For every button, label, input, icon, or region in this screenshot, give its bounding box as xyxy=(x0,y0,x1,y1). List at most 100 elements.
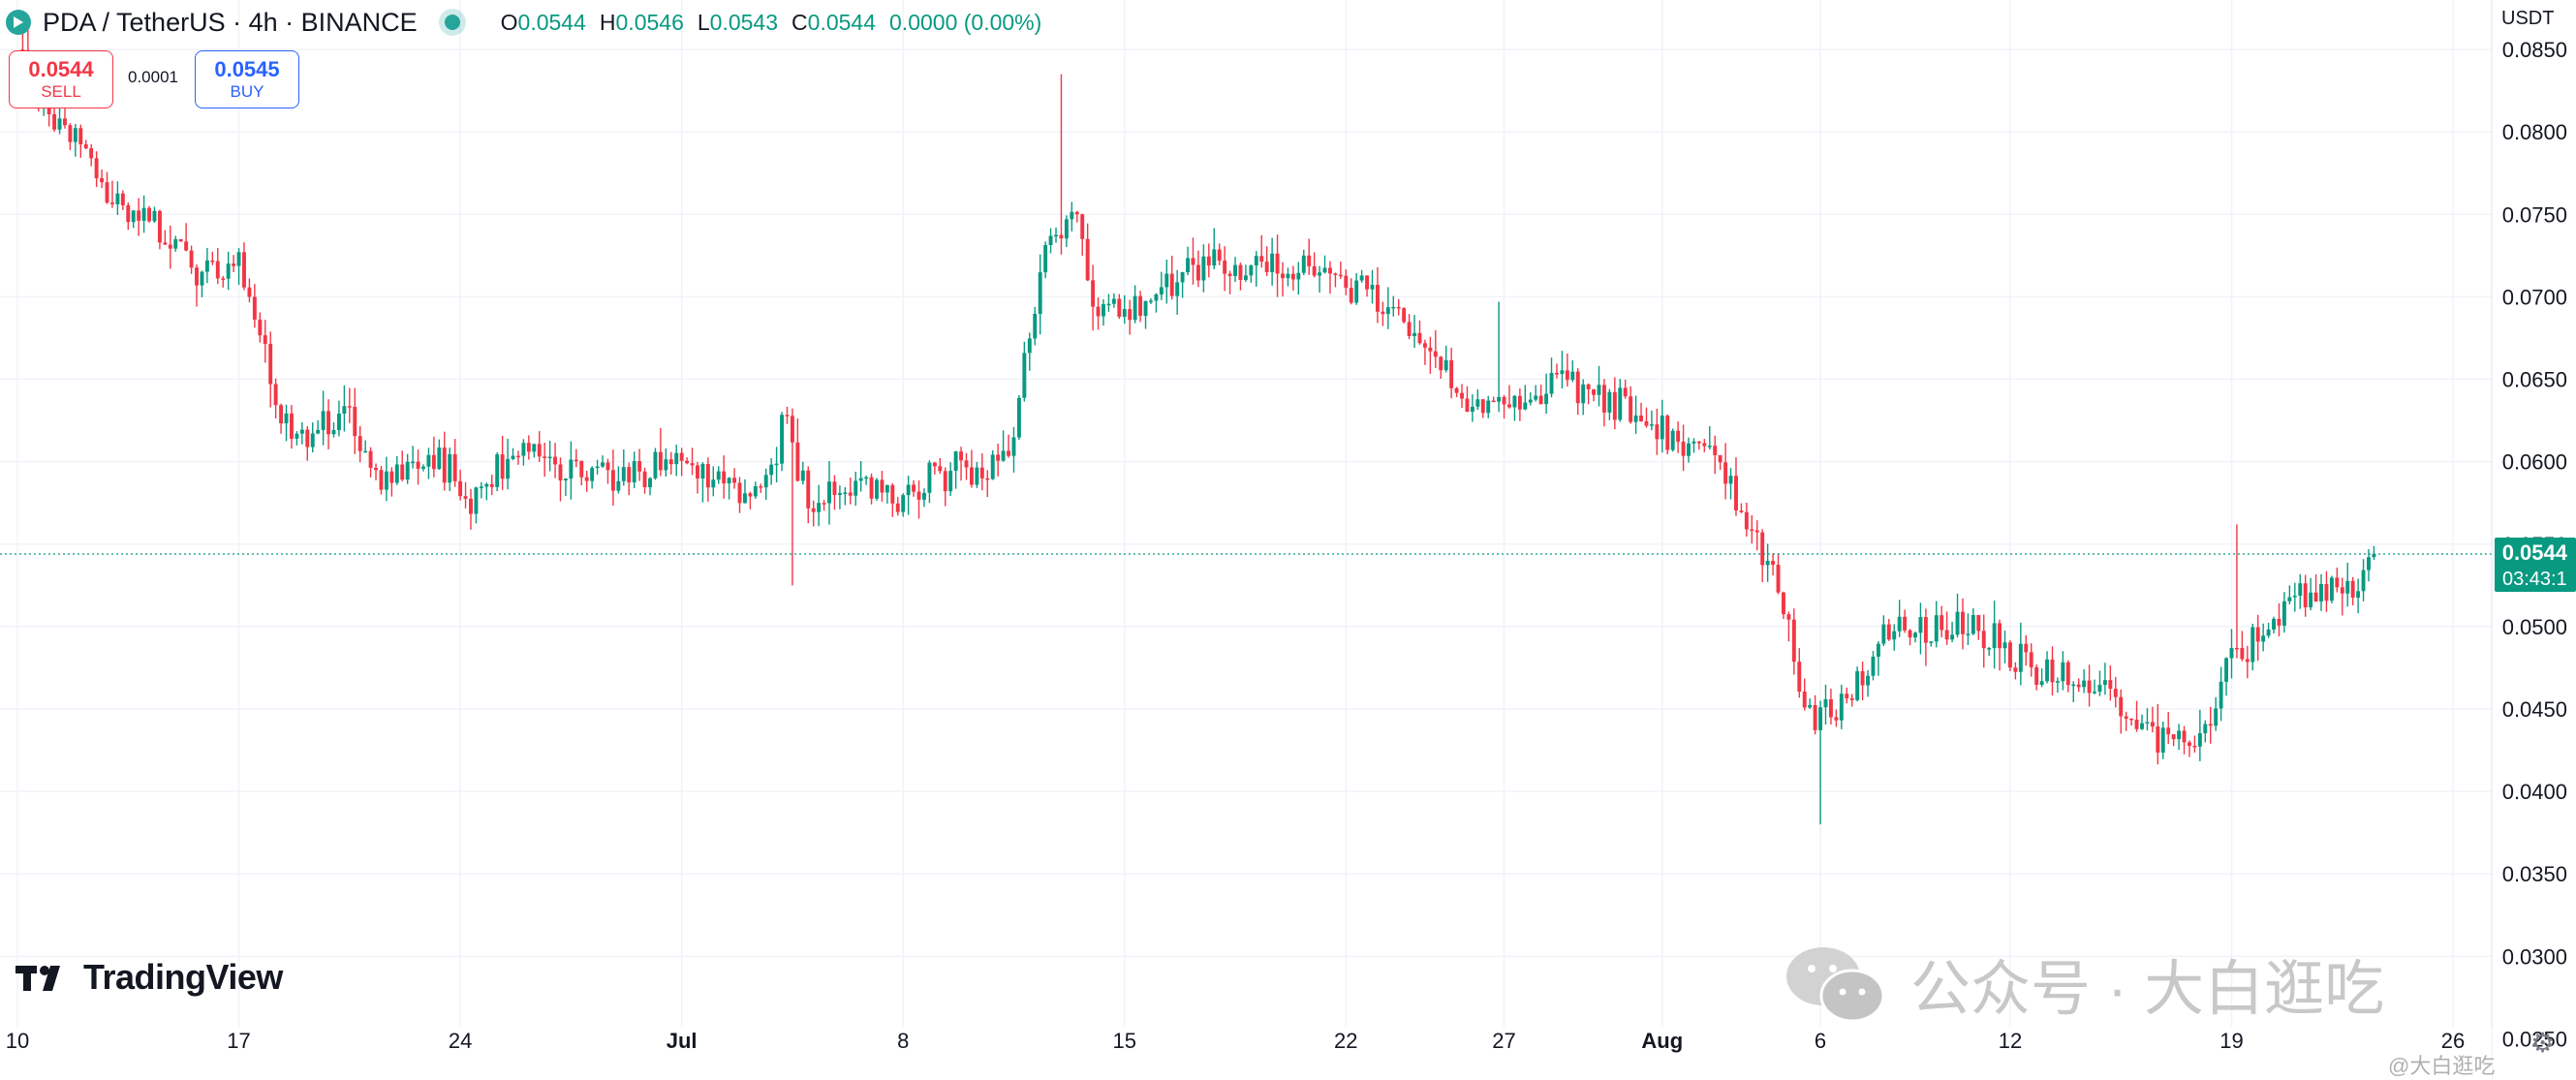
candle-body xyxy=(885,484,889,493)
x-tick-label: 12 xyxy=(1999,1029,2022,1053)
candle-body xyxy=(2292,595,2297,598)
candle-body xyxy=(1633,415,1638,422)
candle-body xyxy=(1744,511,1749,530)
gear-icon[interactable]: ⚙ xyxy=(2530,1028,2556,1058)
sell-button[interactable]: 0.0544 SELL xyxy=(9,50,113,108)
candle-body xyxy=(1971,615,1975,634)
candle-body xyxy=(1687,443,1691,456)
candle-body xyxy=(2281,601,2286,626)
candle-body xyxy=(515,455,520,458)
candle-body xyxy=(1227,273,1232,276)
candle-body xyxy=(1739,509,1744,512)
price-axis[interactable]: 0.0850 0.0800 0.0750 0.0700 0.0650 0.0600 0.05… xyxy=(2491,0,2576,1080)
candle-body xyxy=(1765,561,1770,566)
candle-body xyxy=(437,447,442,470)
wechat-icon xyxy=(1786,947,1885,1023)
candle-body xyxy=(2134,720,2139,729)
candle-body xyxy=(1396,306,1401,309)
candle-body xyxy=(1696,441,1701,444)
ohlc-readout: O0.0544 H0.0546 L0.0543 C0.0544 0.0000 (0.00… xyxy=(501,10,1042,36)
candle-body xyxy=(2071,684,2076,687)
candle-body xyxy=(1855,670,1860,700)
candle-body xyxy=(1359,275,1364,281)
candle-body xyxy=(1575,371,1580,404)
candle-body xyxy=(1286,273,1290,279)
candle-body xyxy=(2356,591,2361,598)
candle-body xyxy=(832,481,837,496)
candle-body xyxy=(574,459,578,462)
candle-body xyxy=(1797,662,1802,692)
candle-body xyxy=(1154,293,1159,301)
ohlc-item: 0.0000 (0.00%) xyxy=(889,10,1041,36)
candle-body xyxy=(448,453,452,483)
candle-body xyxy=(57,118,62,130)
candle-body xyxy=(210,260,215,262)
candle-body xyxy=(1534,395,1538,400)
candle-body xyxy=(506,458,511,479)
time-axis[interactable]: 10 17 24 Jul 8 15 22 27 Aug 6 12 19 26 xyxy=(0,1027,2492,1080)
candle-body xyxy=(1955,611,1960,635)
candle-body xyxy=(336,414,341,431)
candle-body xyxy=(2197,733,2202,747)
candle-body xyxy=(1054,234,1058,237)
x-tick-label: 26 xyxy=(2441,1029,2465,1053)
candle-body xyxy=(2076,684,2081,688)
candle-body xyxy=(73,128,78,142)
candle-body xyxy=(94,158,99,179)
candle-body xyxy=(431,454,436,470)
candle-body xyxy=(1365,275,1370,290)
candle-body xyxy=(1195,264,1200,281)
candle-body xyxy=(2324,583,2329,602)
candle-body xyxy=(109,202,114,204)
candle-body xyxy=(668,459,673,465)
x-tick-label: Jul xyxy=(667,1029,698,1053)
candle-body xyxy=(953,451,958,472)
candle-body xyxy=(252,296,257,320)
candle-body xyxy=(2309,592,2313,608)
candle-body xyxy=(1497,396,1502,402)
candle-body xyxy=(500,454,505,479)
buy-button[interactable]: 0.0545 BUY xyxy=(195,50,299,108)
symbol-logo-icon[interactable] xyxy=(6,10,31,35)
candle-body xyxy=(1122,309,1127,317)
candle-body xyxy=(1649,424,1654,426)
ohlc-value: 0.0000 (0.00%) xyxy=(889,9,1042,35)
candle-body xyxy=(247,287,252,297)
candle-body xyxy=(1886,624,1891,640)
candle-body xyxy=(1565,370,1569,381)
candle-body xyxy=(357,436,362,451)
candle-body xyxy=(2113,689,2118,697)
candle-body xyxy=(1607,391,1612,413)
candle-body xyxy=(1270,253,1275,273)
candle-body xyxy=(2313,592,2318,602)
candle-body xyxy=(901,495,906,512)
candle-body xyxy=(2367,557,2371,571)
candle-body xyxy=(1007,450,1010,456)
symbol-title[interactable]: PDA / TetherUS · 4h · BINANCE xyxy=(43,7,418,37)
candle-body xyxy=(1760,532,1765,566)
y-tick-label: 0.0850 xyxy=(2502,38,2567,62)
candle-body xyxy=(321,411,326,430)
tradingview-logo[interactable]: TradingView xyxy=(16,957,283,998)
candle-body xyxy=(1639,415,1643,421)
candle-body xyxy=(1670,430,1675,450)
candle-body xyxy=(1517,395,1522,410)
candle-body xyxy=(590,468,595,481)
candle-body xyxy=(2097,685,2102,693)
candle-body xyxy=(204,260,209,272)
candle-body xyxy=(1223,261,1227,274)
candle-body xyxy=(601,462,605,467)
candle-body xyxy=(1691,441,1696,444)
axis-unit-label[interactable]: USDT xyxy=(2501,8,2555,29)
candle-body xyxy=(763,475,768,488)
candle-body xyxy=(469,498,473,514)
candle-body xyxy=(2055,681,2060,683)
x-tick-label: 17 xyxy=(227,1029,250,1053)
candle-body xyxy=(1043,244,1048,273)
ohlc-value: 0.0543 xyxy=(709,9,779,35)
candle-body xyxy=(1312,265,1317,276)
candle-body xyxy=(1059,234,1064,239)
candle-body xyxy=(1728,476,1733,484)
candle-body xyxy=(1723,462,1728,484)
